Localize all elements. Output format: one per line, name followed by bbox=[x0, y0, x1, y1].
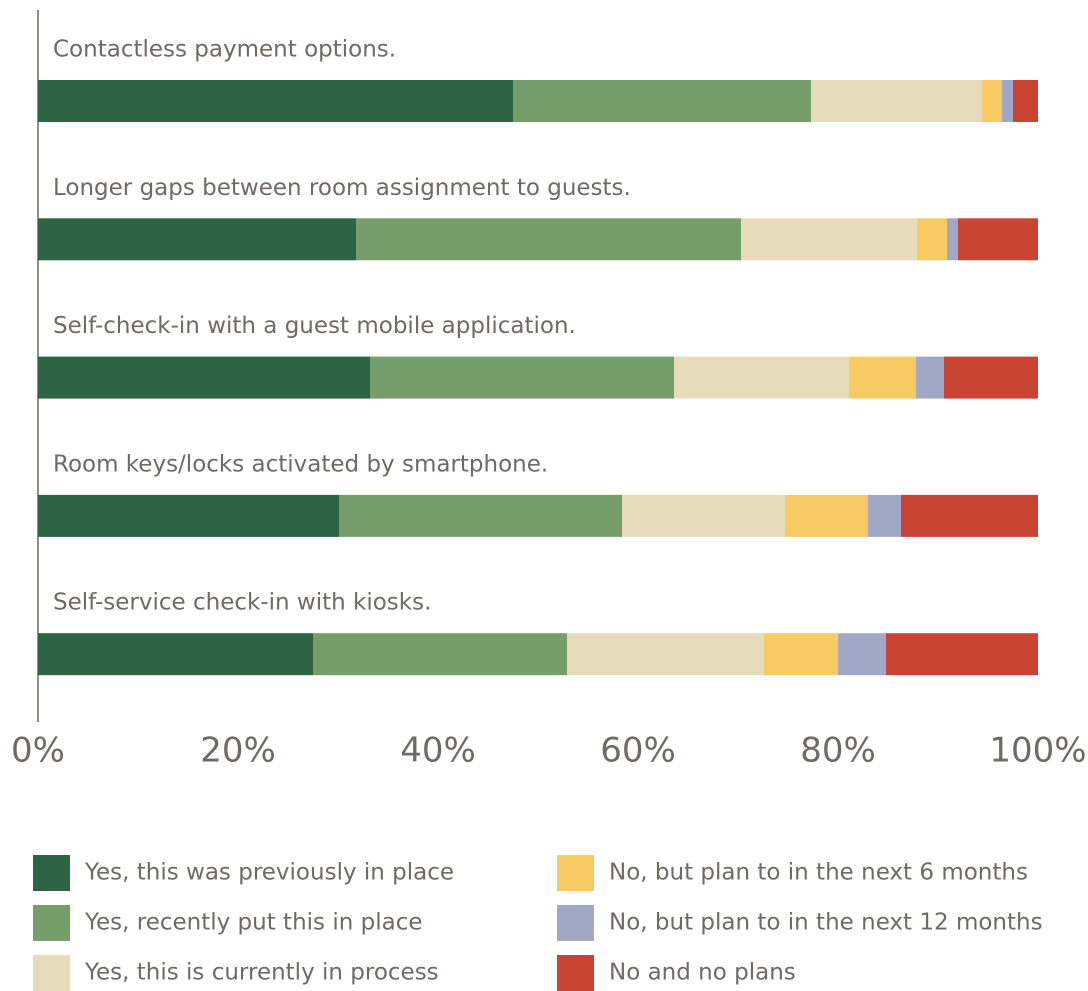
x-tick-label: 60% bbox=[600, 731, 676, 771]
legend-swatch bbox=[33, 905, 70, 941]
bar-segment bbox=[356, 218, 741, 261]
x-tick-label: 20% bbox=[200, 731, 276, 771]
category-label: Self-service check-in with kiosks. bbox=[53, 590, 431, 616]
bar-segment bbox=[764, 633, 838, 676]
bar-segment bbox=[513, 80, 811, 122]
bar-segment bbox=[901, 494, 1038, 537]
bar-segment bbox=[38, 494, 339, 537]
legend-label: Yes, this is currently in process bbox=[84, 960, 439, 986]
bar-segment bbox=[622, 494, 785, 537]
bar-segment bbox=[849, 356, 916, 399]
legend-label: Yes, recently put this in place bbox=[84, 910, 423, 936]
category-label: Longer gaps between room assignment to g… bbox=[53, 175, 631, 201]
legend-label: No, but plan to in the next 12 months bbox=[609, 910, 1043, 936]
bar-segment bbox=[916, 356, 944, 399]
x-tick-label: 100% bbox=[989, 731, 1086, 771]
bar-segment bbox=[886, 633, 1038, 676]
x-tick-label: 40% bbox=[400, 731, 476, 771]
legend-label: Yes, this was previously in place bbox=[84, 860, 454, 886]
legend-swatch bbox=[33, 955, 70, 991]
bar-segment bbox=[917, 218, 947, 261]
bar-segment bbox=[339, 494, 622, 537]
x-tick-label: 80% bbox=[800, 731, 876, 771]
bar-segment bbox=[947, 218, 958, 261]
bar-segment bbox=[674, 356, 849, 399]
bar-segment bbox=[958, 218, 1038, 261]
bar-segment bbox=[838, 633, 886, 676]
bar-segment bbox=[1002, 80, 1013, 122]
bar-segment bbox=[1013, 80, 1038, 122]
category-label: Contactless payment options. bbox=[53, 37, 396, 63]
bar-segment bbox=[567, 633, 764, 676]
category-label: Room keys/locks activated by smartphone. bbox=[53, 451, 548, 477]
bar-segment bbox=[38, 80, 513, 122]
bar-segment bbox=[785, 494, 868, 537]
bar-segment bbox=[38, 356, 370, 399]
category-label: Self-check-in with a guest mobile applic… bbox=[53, 313, 576, 339]
bar-segment bbox=[38, 218, 356, 261]
bar-segment bbox=[811, 80, 982, 122]
legend-swatch bbox=[557, 955, 594, 991]
bar-segment bbox=[741, 218, 917, 261]
bar-segment bbox=[313, 633, 567, 676]
legend-swatch bbox=[557, 905, 594, 941]
legend-label: No and no plans bbox=[609, 960, 796, 986]
x-tick-label: 0% bbox=[11, 731, 65, 771]
bar-segment bbox=[944, 356, 1038, 399]
legend-swatch bbox=[557, 855, 594, 891]
bar-segment bbox=[982, 80, 1002, 122]
legend-swatch bbox=[33, 855, 70, 891]
bar-segment bbox=[370, 356, 674, 399]
bar-segment bbox=[868, 494, 901, 537]
bar-segment bbox=[38, 633, 313, 676]
legend-label: No, but plan to in the next 6 months bbox=[609, 860, 1028, 886]
